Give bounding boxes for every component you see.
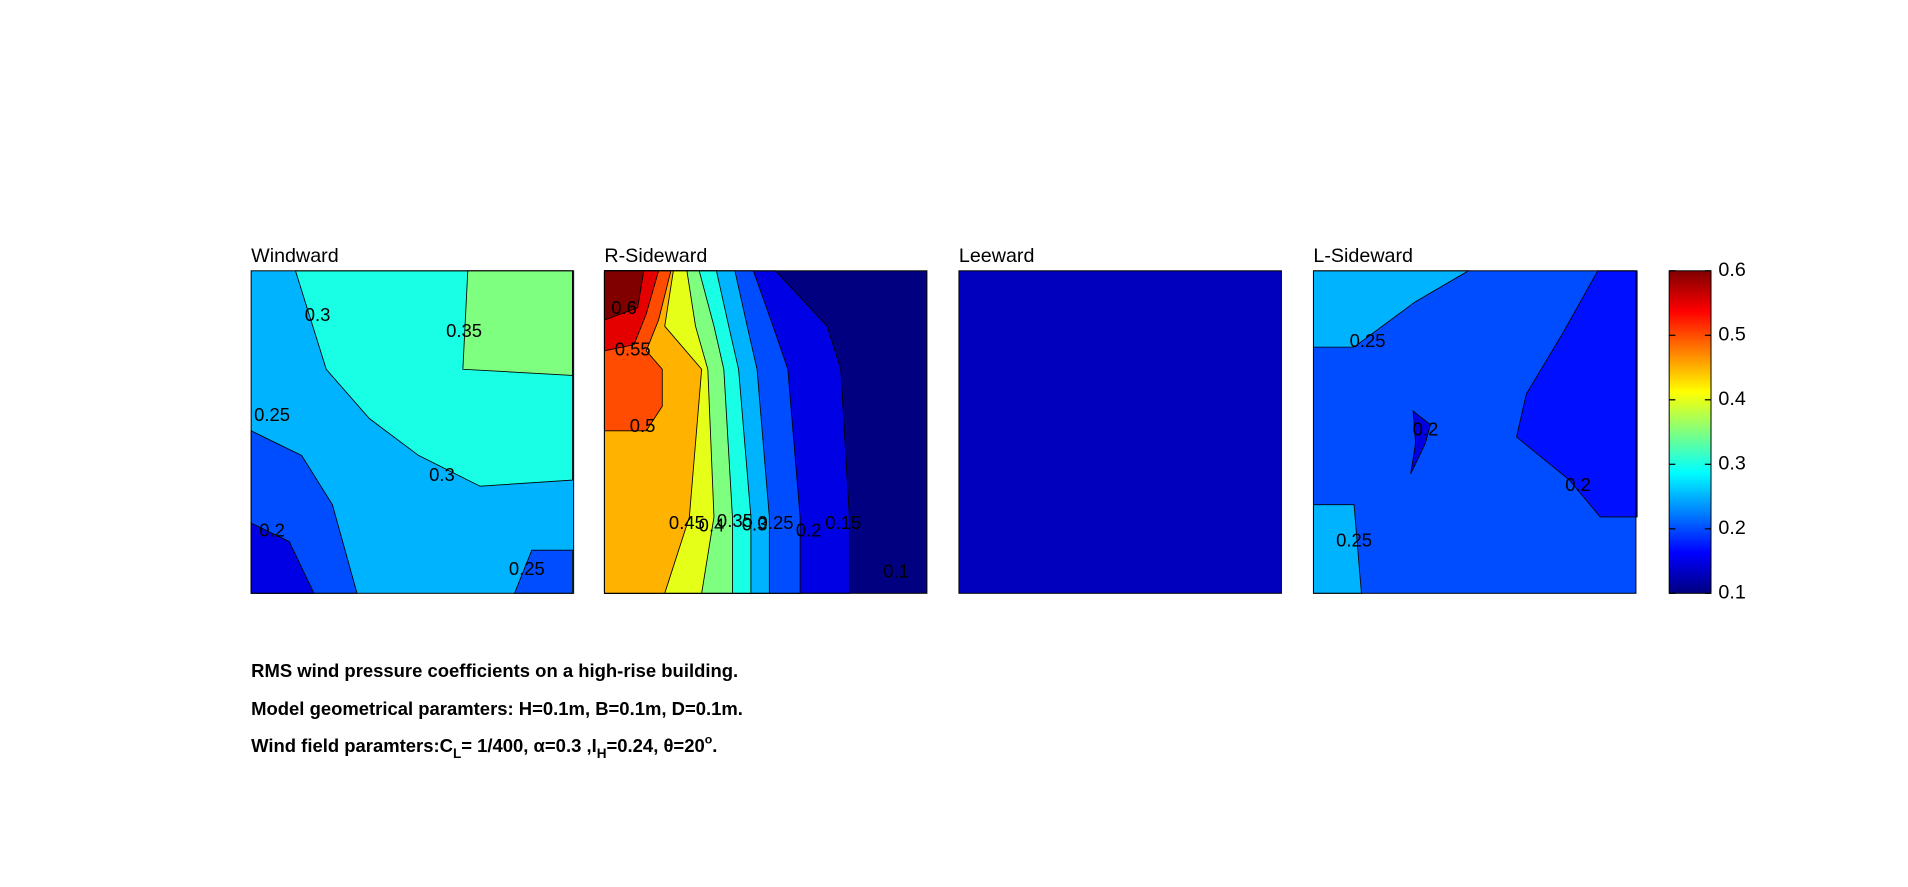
colorbar-tick-label: 0.1 [1718, 582, 1745, 604]
colorbar-tick-label: 0.6 [1718, 259, 1745, 281]
colorbar-tick-label: 0.3 [1718, 453, 1745, 475]
axes-box [1312, 270, 1637, 594]
caption-line: Model geometrical paramters: H=0.1m, B=0… [251, 698, 743, 719]
contour-label: 0.5 [630, 415, 656, 436]
contour-label: 0.2 [1565, 474, 1591, 495]
contour-label: 0.2 [1413, 419, 1439, 440]
caption-text: =0.24, θ=20 [607, 735, 705, 756]
caption-line: RMS wind pressure coefficients on a high… [251, 660, 738, 681]
caption-line: Wind field paramters:CL= 1/400, α=0.3 ,I… [251, 732, 717, 761]
caption-text: . [712, 735, 717, 756]
contour-region [1516, 270, 1638, 518]
axes-box [603, 270, 928, 594]
contour-label: 0.35 [446, 320, 482, 341]
contour-label: 0.25 [1336, 529, 1372, 550]
contour-label: 0.3 [742, 513, 768, 534]
contour-label: 0.25 [1350, 330, 1386, 351]
contour-label: 0.3 [429, 464, 455, 485]
contour-label: 0.15 [825, 512, 861, 533]
caption-superscript: o [705, 732, 713, 746]
contour-label: 0.25 [254, 404, 290, 425]
panel-title: Windward [251, 245, 339, 267]
contour-region [1410, 410, 1431, 475]
caption-text: = 1/400, α=0.3 ,I [461, 735, 597, 756]
contour-label: 0.4 [699, 515, 725, 536]
contour-label: 0.2 [259, 520, 285, 541]
caption-text: Wind field paramters:C [251, 735, 453, 756]
contour-region [958, 270, 1282, 594]
contour-label: 0.1 [883, 560, 909, 581]
contour-label: 0.25 [509, 558, 545, 579]
contour-label: 0.2 [796, 520, 822, 541]
contour-label: 0.35 [717, 510, 753, 531]
contour-label: 0.6 [611, 297, 637, 318]
caption-subscript: L [453, 746, 461, 761]
contour-label: 0.45 [669, 512, 705, 533]
panel-title: Leeward [959, 245, 1035, 267]
contour-label: 0.3 [305, 304, 331, 325]
caption-subscript: H [597, 746, 607, 761]
panel-title: R-Sideward [604, 245, 707, 267]
colorbar-tick-label: 0.4 [1718, 388, 1745, 410]
axes-box [958, 270, 1282, 594]
panel-title: L-Sideward [1313, 245, 1413, 267]
axes-box [250, 270, 575, 594]
colorbar-tick-label: 0.5 [1718, 324, 1745, 346]
colorbar-tick-label: 0.2 [1718, 517, 1745, 539]
colorbar [1668, 270, 1712, 594]
contour-label: 0.25 [758, 512, 794, 533]
contour-label: 0.55 [615, 339, 651, 360]
